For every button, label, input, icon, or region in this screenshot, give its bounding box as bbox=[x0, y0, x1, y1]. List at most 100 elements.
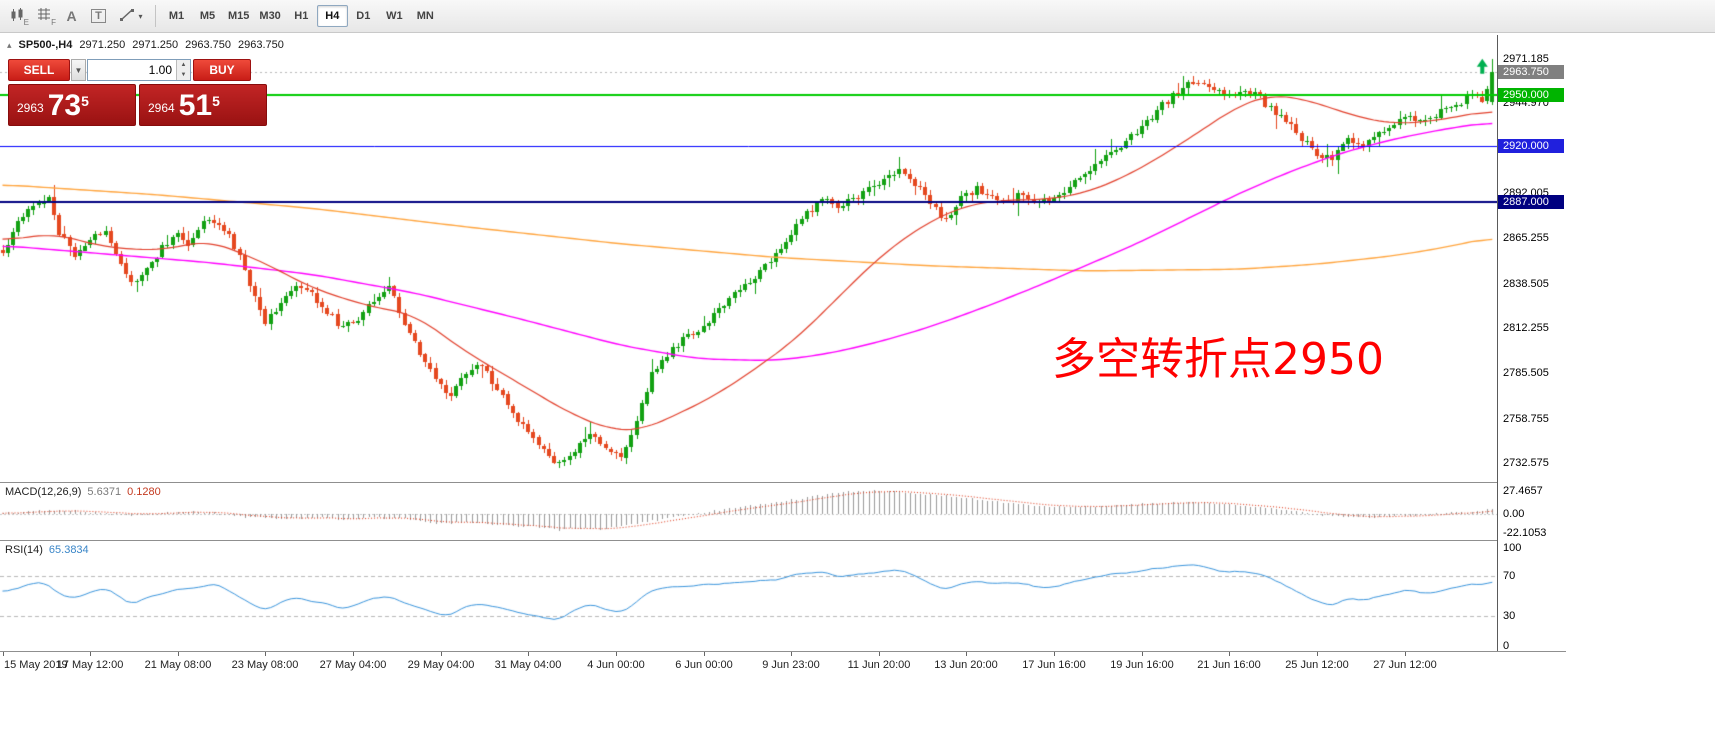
timeframe-m5-button[interactable]: M5 bbox=[192, 5, 223, 27]
sell-price-point: 5 bbox=[81, 93, 89, 109]
macd-axis-label: 27.4657 bbox=[1503, 485, 1543, 497]
time-axis-label: 21 Jun 16:00 bbox=[1197, 659, 1261, 671]
drawing-tools-dropdown[interactable]: ▾ bbox=[112, 4, 150, 28]
icon-sub-label: F bbox=[51, 18, 56, 27]
time-axis-tick bbox=[353, 652, 354, 656]
time-axis-label: 25 Jun 12:00 bbox=[1285, 659, 1349, 671]
rsi-axis-label: 70 bbox=[1503, 570, 1516, 582]
buy-price-integer: 2964 bbox=[148, 101, 175, 115]
rsi-name: RSI(14) bbox=[5, 544, 43, 556]
time-axis-tick bbox=[1142, 652, 1143, 656]
volume-decrease-button[interactable]: ▼ bbox=[176, 70, 190, 80]
timeframe-m30-button[interactable]: M30 bbox=[254, 5, 285, 27]
time-axis[interactable]: 15 May 2019 17 May 12:00 21 May 08:00 23 Ma… bbox=[0, 652, 1566, 678]
time-axis-label: 17 Jun 16:00 bbox=[1022, 659, 1086, 671]
rsi-header: RSI(14) 65.3834 bbox=[5, 544, 89, 556]
time-axis-tick bbox=[704, 652, 705, 656]
time-axis-tick bbox=[178, 652, 179, 656]
price-axis-label: 2812.255 bbox=[1503, 322, 1549, 334]
icon-sub-label: E bbox=[23, 18, 29, 27]
price-axis-label: 2758.755 bbox=[1503, 413, 1549, 425]
text-label-icon: A bbox=[66, 8, 77, 24]
time-axis-label: 6 Jun 00:00 bbox=[675, 659, 733, 671]
text-tool-button[interactable]: T bbox=[85, 4, 112, 28]
sell-button[interactable]: SELL bbox=[8, 59, 70, 81]
chevron-down-icon: ▼ bbox=[74, 65, 83, 75]
buy-button[interactable]: BUY bbox=[193, 59, 251, 81]
time-axis-label: 13 Jun 20:00 bbox=[934, 659, 998, 671]
sell-price-display[interactable]: 2963 73 5 bbox=[8, 84, 136, 126]
panel-separator[interactable] bbox=[0, 482, 1566, 483]
rsi-panel: RSI(14) 65.3834 bbox=[0, 541, 1497, 651]
grid-tool-button[interactable]: F bbox=[31, 4, 58, 28]
macd-axis-label: -22.1053 bbox=[1503, 527, 1547, 539]
time-axis-label: 27 May 04:00 bbox=[319, 659, 387, 671]
candlestick-chart-icon bbox=[10, 7, 26, 26]
ohlc-low: 2963.750 bbox=[185, 39, 232, 51]
volume-input[interactable] bbox=[87, 59, 191, 81]
price-level-box: 2950.000 bbox=[1498, 88, 1564, 102]
volume-dropdown-button[interactable]: ▼ bbox=[71, 59, 86, 81]
panel-separator[interactable] bbox=[0, 540, 1566, 541]
rsi-axis-label: 0 bbox=[1503, 640, 1510, 652]
time-axis-tick bbox=[3, 652, 4, 656]
macd-header: MACD(12,26,9) 5.6371 0.1280 bbox=[5, 486, 161, 498]
time-axis-tick bbox=[966, 652, 967, 656]
indicator-tool-button[interactable]: E bbox=[4, 4, 31, 28]
price-axis-label: 2865.255 bbox=[1503, 232, 1549, 244]
time-axis-tick bbox=[90, 652, 91, 656]
macd-signal-value: 0.1280 bbox=[127, 486, 161, 498]
macd-canvas[interactable] bbox=[0, 483, 1497, 540]
trendline-icon bbox=[119, 7, 135, 26]
rsi-axis-label: 30 bbox=[1503, 610, 1516, 622]
ohlc-high: 2971.250 bbox=[132, 39, 179, 51]
price-scale[interactable]: 2971.185 2944.970 2892.005 2865.255 2838.505… bbox=[1497, 35, 1566, 652]
toolbar-separator bbox=[155, 5, 156, 27]
chart-header: ▴ SP500-,H4 2971.250 2971.250 2963.750 2… bbox=[7, 39, 284, 51]
time-axis-label: 17 May 12:00 bbox=[56, 659, 124, 671]
rsi-axis-label: 100 bbox=[1503, 542, 1522, 554]
time-axis-label: 19 Jun 16:00 bbox=[1110, 659, 1174, 671]
price-level-box: 2963.750 bbox=[1498, 65, 1564, 79]
panel-separator[interactable] bbox=[0, 651, 1566, 652]
time-axis-tick bbox=[1317, 652, 1318, 656]
annotation-text: 多空转折点2950 bbox=[1052, 334, 1384, 385]
timeframe-d1-button[interactable]: D1 bbox=[348, 5, 379, 27]
buy-price-point: 5 bbox=[212, 93, 220, 109]
rsi-canvas[interactable] bbox=[0, 541, 1497, 651]
time-axis-label: 31 May 04:00 bbox=[494, 659, 562, 671]
buy-price-pips: 51 bbox=[178, 89, 213, 122]
time-axis-label: 11 Jun 20:00 bbox=[847, 659, 911, 671]
price-level-box: 2920.000 bbox=[1498, 139, 1564, 153]
rsi-value: 65.3834 bbox=[48, 544, 89, 556]
time-axis-label: 21 May 08:00 bbox=[144, 659, 212, 671]
price-axis-label: 2838.505 bbox=[1503, 278, 1549, 290]
timeframe-m15-button[interactable]: M15 bbox=[223, 5, 254, 27]
chevron-down-icon: ▾ bbox=[138, 11, 143, 21]
buy-price-display[interactable]: 2964 51 5 bbox=[139, 84, 267, 126]
ohlc-open: 2971.250 bbox=[79, 39, 126, 51]
toolbar: E F A T ▾ M1 M5 M15 M30 H1 H4 D1 W1 MN bbox=[0, 0, 1715, 33]
time-axis-tick bbox=[1229, 652, 1230, 656]
collapse-icon[interactable]: ▴ bbox=[7, 40, 12, 50]
time-axis-label: 23 May 08:00 bbox=[231, 659, 299, 671]
volume-stepper: ▲ ▼ bbox=[176, 60, 190, 80]
timeframe-m1-button[interactable]: M1 bbox=[161, 5, 192, 27]
price-axis-label: 2971.185 bbox=[1503, 53, 1549, 65]
timeframe-h1-button[interactable]: H1 bbox=[286, 5, 317, 27]
timeframe-h4-button[interactable]: H4 bbox=[316, 5, 348, 27]
main-chart-panel: ▴ SP500-,H4 2971.250 2971.250 2963.750 2… bbox=[0, 35, 1497, 482]
chart-window: ▴ SP500-,H4 2971.250 2971.250 2963.750 2… bbox=[0, 33, 1566, 743]
time-axis-tick bbox=[1054, 652, 1055, 656]
macd-axis-label: 0.00 bbox=[1503, 508, 1525, 520]
one-click-trade-panel: SELL ▼ ▲ ▼ BUY 2963 73 5 bbox=[8, 59, 270, 126]
volume-increase-button[interactable]: ▲ bbox=[176, 60, 190, 70]
time-axis-tick bbox=[791, 652, 792, 656]
timeframe-mn-button[interactable]: MN bbox=[410, 5, 441, 27]
sell-price-integer: 2963 bbox=[17, 101, 44, 115]
price-axis-label: 2785.505 bbox=[1503, 367, 1549, 379]
macd-name: MACD(12,26,9) bbox=[5, 486, 82, 498]
label-tool-button[interactable]: A bbox=[58, 4, 85, 28]
time-axis-tick bbox=[879, 652, 880, 656]
timeframe-w1-button[interactable]: W1 bbox=[379, 5, 410, 27]
